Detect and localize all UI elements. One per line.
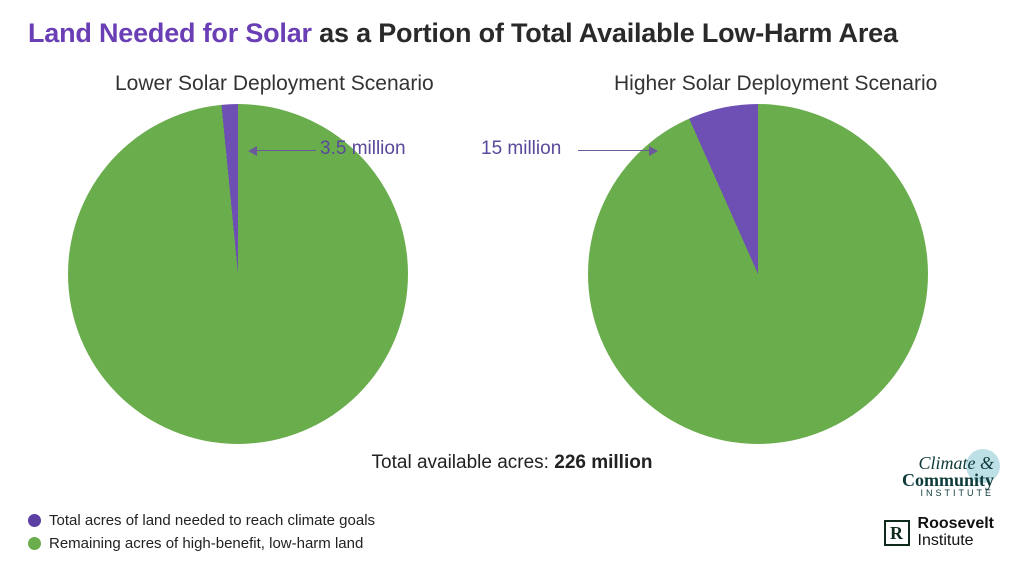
callout-right: 15 million bbox=[481, 138, 561, 160]
logo-cc-line2: Community bbox=[902, 472, 994, 489]
logo-cc-line3: INSTITUTE bbox=[902, 489, 994, 498]
total-value: 226 million bbox=[554, 452, 652, 473]
title-rest: as a Portion of Total Available Low-Harm… bbox=[312, 18, 898, 48]
legend: Total acres of land needed to reach clim… bbox=[28, 506, 375, 552]
logo-climate-community: Climate & Community INSTITUTE bbox=[902, 455, 994, 498]
callout-arrowhead-left bbox=[248, 146, 257, 156]
callout-arrowhead-right bbox=[649, 146, 658, 156]
logo-ri-mark-icon: R bbox=[884, 520, 910, 546]
infographic-root: Land Needed for Solar as a Portion of To… bbox=[0, 0, 1024, 576]
callout-arrow-right bbox=[578, 150, 656, 151]
logo-ri-text: Roosevelt Institute bbox=[918, 516, 994, 550]
callout-arrow-left bbox=[250, 150, 316, 151]
callout-left: 3.5 million bbox=[320, 138, 406, 160]
legend-dot-remain bbox=[28, 537, 41, 550]
total-available: Total available acres: 226 million bbox=[0, 452, 1024, 474]
legend-label: Total acres of land needed to reach clim… bbox=[49, 512, 375, 529]
legend-item: Total acres of land needed to reach clim… bbox=[28, 512, 375, 529]
page-title: Land Needed for Solar as a Portion of To… bbox=[28, 18, 898, 49]
legend-item: Remaining acres of high-benefit, low-har… bbox=[28, 535, 375, 552]
total-prefix: Total available acres: bbox=[372, 452, 555, 473]
legend-dot-solar bbox=[28, 514, 41, 527]
legend-label: Remaining acres of high-benefit, low-har… bbox=[49, 535, 363, 552]
title-accent: Land Needed for Solar bbox=[28, 18, 312, 48]
logo-roosevelt-institute: R Roosevelt Institute bbox=[884, 516, 994, 550]
subtitle-left: Lower Solar Deployment Scenario bbox=[115, 72, 434, 96]
pie-right bbox=[588, 104, 928, 444]
subtitle-right: Higher Solar Deployment Scenario bbox=[614, 72, 937, 96]
